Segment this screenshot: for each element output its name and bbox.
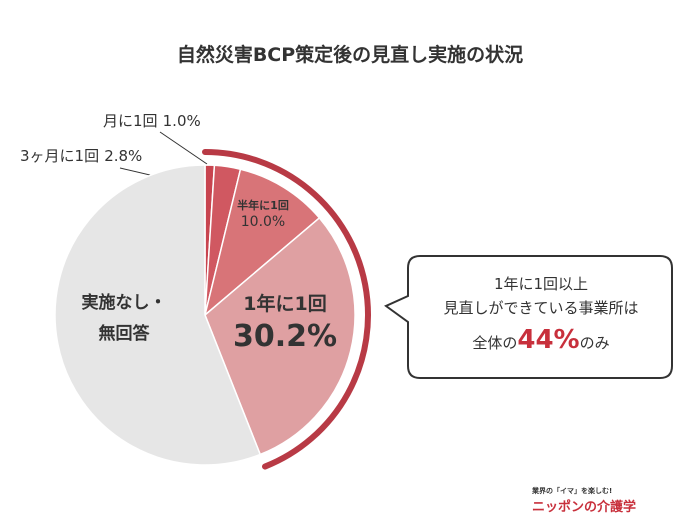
category-label: 月に1回 — [103, 112, 158, 130]
logo-name: ニッポンの介護学 — [532, 500, 637, 515]
value-label: 30.2% — [232, 318, 338, 354]
pie-slice — [54, 164, 262, 466]
category-label: 実施なし・無回答 — [81, 293, 167, 344]
slice-label: 3ヶ月に1回 2.8% — [20, 146, 160, 167]
callout-text: 見直しができている事業所は — [443, 299, 639, 318]
category-label: 半年に1回 — [237, 199, 289, 212]
pie-slice — [204, 216, 356, 456]
logo-tagline: 業界の「イマ」を楽しむ! — [532, 487, 613, 495]
chart-title: 自然災害BCP策定後の見直し実施の状況 — [176, 44, 524, 66]
callout-text: 全体の44%のみ — [472, 320, 609, 362]
slice-label: 月に1回 1.0% — [103, 111, 213, 132]
callout-text: 1年に1回以上 — [493, 275, 589, 294]
value-label: 1.0% — [162, 112, 201, 130]
slice-label: 半年に1回 10.0% — [226, 199, 300, 231]
logo: 業界の「イマ」を楽しむ! ニッポンの介護学 — [532, 486, 636, 515]
value-label: 2.8% — [104, 147, 143, 165]
pie-slice — [203, 168, 321, 318]
category-label: 3ヶ月に1回 — [20, 147, 100, 165]
leader-line — [159, 131, 208, 165]
callout-text: のみ — [579, 334, 610, 353]
callout: 1年に1回以上 見直しができている事業所は 全体の44%のみ — [410, 256, 672, 378]
slice-label: 1年に1回 30.2% — [225, 292, 345, 356]
callout-text: 全体の — [472, 334, 518, 353]
value-label: 10.0% — [240, 214, 286, 231]
callout-box — [384, 255, 673, 379]
callout-emphasis: 44% — [517, 325, 580, 356]
category-label: 1年に1回 — [243, 293, 327, 315]
slice-label: 実施なし・無回答 — [78, 288, 170, 349]
highlight-arc — [202, 149, 371, 470]
